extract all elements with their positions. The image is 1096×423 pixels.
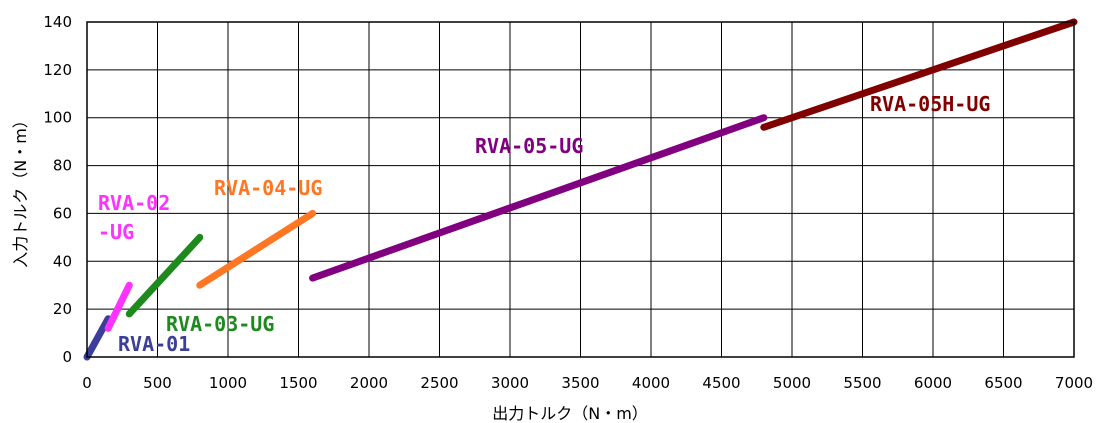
series-labels: RVA-01 RVA-02 -UG RVA-03-UG RVA-04-UG RVA-05-… [98, 92, 990, 356]
series-line [104, 281, 133, 332]
x-tick-label: 5000 [773, 374, 811, 392]
plot-border [86, 21, 1075, 358]
series-line [760, 18, 1078, 131]
y-tick-label: 60 [53, 204, 72, 222]
x-tick-label: 4000 [632, 374, 670, 392]
series-lines [83, 18, 1078, 361]
x-tick-label: 7000 [1055, 374, 1093, 392]
x-tick-label: 4500 [702, 374, 740, 392]
series-line [125, 233, 204, 318]
x-tick-label: 2000 [350, 374, 388, 392]
x-tick-label: 0 [82, 374, 92, 392]
y-axis-title: 入力トルク（N・m） [11, 112, 30, 268]
x-tick-label: 1500 [279, 374, 317, 392]
x-tick-label: 6000 [914, 374, 952, 392]
y-tick-label: 100 [43, 109, 72, 127]
y-tick-label: 120 [43, 61, 72, 79]
series-label: RVA-01 [118, 332, 190, 356]
series-line [83, 315, 112, 361]
series-label: -UG [98, 220, 134, 244]
x-tick-label: 1000 [209, 374, 247, 392]
y-tick-label: 40 [53, 252, 72, 270]
x-tick-label: 5500 [843, 374, 881, 392]
series-label: RVA-02 [98, 191, 170, 215]
x-tick-labels: 0 500 1000 1500 2000 2500 3000 3500 4000 4500 5000… [82, 374, 1093, 392]
y-tick-label: 0 [62, 348, 72, 366]
series-label: RVA-03-UG [166, 312, 274, 336]
series-label: RVA-05-UG [475, 134, 583, 158]
x-tick-label: 3000 [491, 374, 529, 392]
y-tick-label: 20 [53, 300, 72, 318]
series-line [196, 209, 317, 289]
x-tick-label: 3500 [561, 374, 599, 392]
y-tick-label: 140 [43, 13, 72, 31]
series-label: RVA-05H-UG [870, 92, 990, 116]
series-label: RVA-04-UG [214, 176, 322, 200]
series-line [309, 114, 768, 282]
x-tick-label: 500 [143, 374, 172, 392]
grid [87, 22, 1074, 357]
x-tick-label: 6500 [984, 374, 1022, 392]
y-tick-labels: 0 20 40 60 80 100 120 140 [43, 13, 72, 366]
x-axis-title: 出力トルク（N・m） [492, 404, 648, 423]
x-tick-label: 2500 [420, 374, 458, 392]
y-tick-label: 80 [53, 157, 72, 175]
